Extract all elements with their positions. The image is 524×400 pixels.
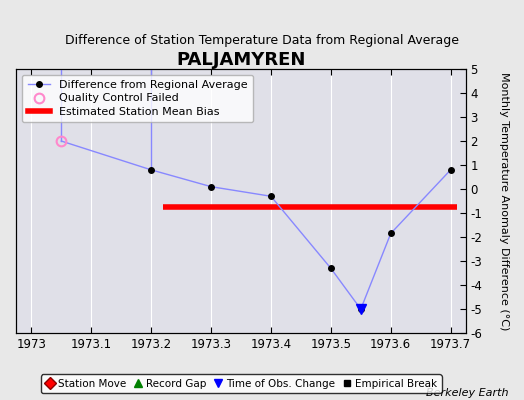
- Text: Difference of Station Temperature Data from Regional Average: Difference of Station Temperature Data f…: [65, 34, 459, 47]
- Legend: Difference from Regional Average, Quality Control Failed, Estimated Station Mean: Difference from Regional Average, Qualit…: [22, 74, 253, 122]
- Legend: Station Move, Record Gap, Time of Obs. Change, Empirical Break: Station Move, Record Gap, Time of Obs. C…: [40, 374, 442, 393]
- Text: Berkeley Earth: Berkeley Earth: [426, 388, 508, 398]
- Y-axis label: Monthly Temperature Anomaly Difference (°C): Monthly Temperature Anomaly Difference (…: [499, 72, 509, 330]
- Title: PALJAMYREN: PALJAMYREN: [176, 51, 305, 69]
